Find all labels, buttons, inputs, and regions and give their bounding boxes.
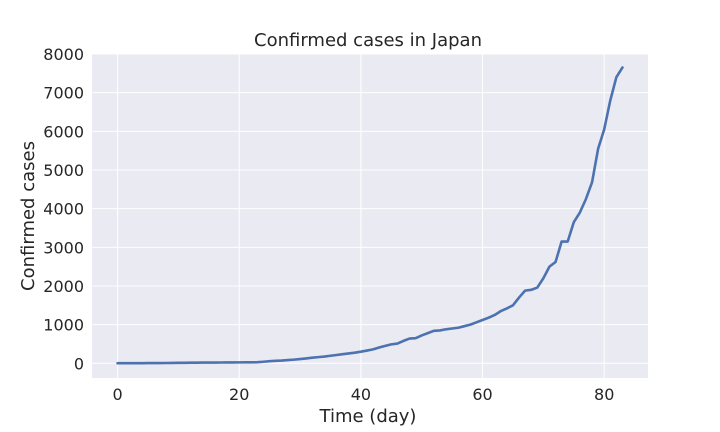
y-tick-label: 2000 (43, 277, 84, 296)
tick-labels: 0 20 40 60 80 0 1000 2000 3000 4000 5000 6000 7000 80… (43, 45, 614, 404)
series-line (116, 66, 624, 365)
chart-title: Confirmed cases in Japan (254, 30, 482, 51)
y-tick-label: 3000 (43, 238, 84, 257)
y-tick-label: 1000 (43, 316, 84, 335)
y-axis-label: Confirmed cases (18, 141, 39, 291)
y-tick-label: 0 (74, 354, 84, 373)
x-tick-label: 0 (112, 385, 122, 404)
x-tick-label: 20 (229, 385, 249, 404)
y-tick-label: 4000 (43, 200, 84, 219)
y-tick-label: 6000 (43, 122, 84, 141)
series-layer (116, 66, 624, 365)
x-tick-label: 60 (472, 385, 492, 404)
y-tick-label: 5000 (43, 161, 84, 180)
plot-area (92, 54, 648, 378)
x-tick-label: 40 (351, 385, 371, 404)
x-tick-label: 80 (594, 385, 614, 404)
x-axis-label: Time (day) (319, 406, 417, 427)
y-tick-label: 8000 (43, 45, 84, 64)
y-tick-label: 7000 (43, 84, 84, 103)
